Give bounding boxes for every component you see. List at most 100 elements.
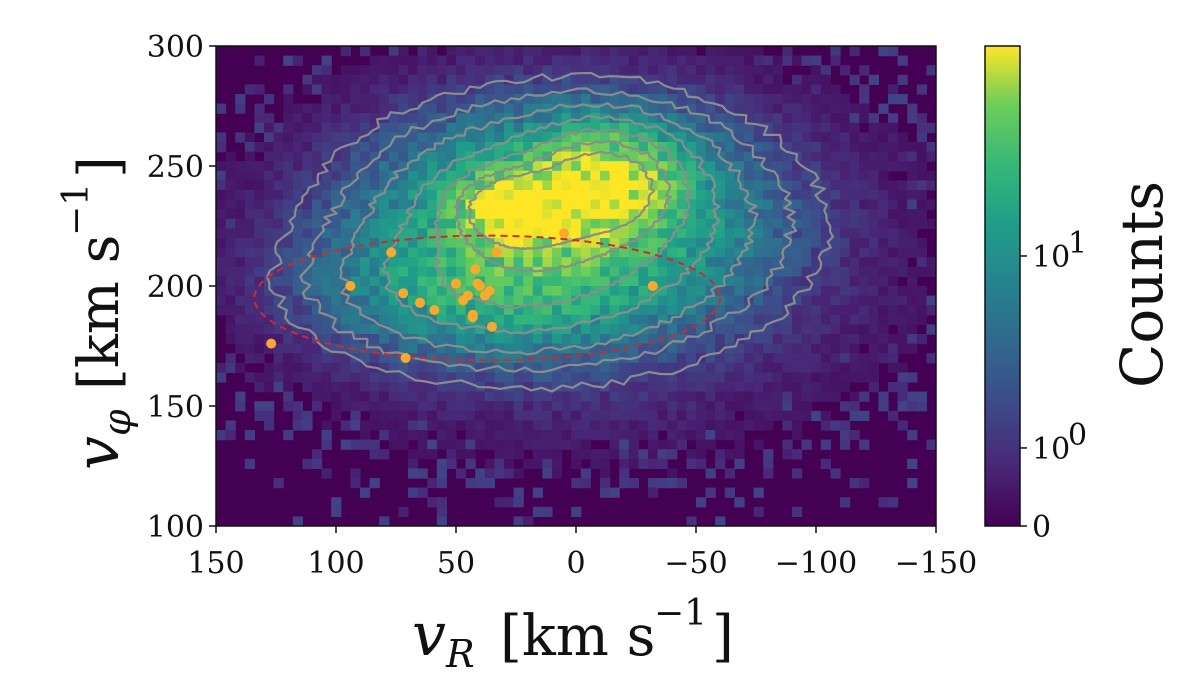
heatmap-cell	[897, 314, 908, 325]
heatmap-cell	[782, 295, 793, 306]
heatmap-cell	[523, 286, 534, 297]
heatmap-cell	[436, 506, 447, 517]
heatmap-cell	[580, 257, 591, 268]
heatmap-cell	[811, 228, 822, 239]
heatmap-cell	[878, 103, 889, 114]
heatmap-cell	[456, 420, 467, 431]
heatmap-cell	[292, 190, 303, 201]
heatmap-cell	[264, 295, 275, 306]
heatmap-cell	[542, 161, 553, 172]
heatmap-cell	[264, 161, 275, 172]
heatmap-cell	[504, 238, 515, 249]
heatmap-cell	[350, 74, 361, 85]
heatmap-cell	[532, 84, 543, 95]
heatmap-cell	[264, 247, 275, 258]
heatmap-cell	[705, 199, 716, 210]
star-point	[398, 288, 409, 299]
heatmap-cell	[312, 247, 323, 258]
heatmap-cell	[225, 199, 236, 210]
heatmap-cell	[235, 401, 246, 412]
heatmap-cell	[782, 382, 793, 393]
heatmap-cell	[436, 266, 447, 277]
heatmap-cell	[840, 199, 851, 210]
heatmap-cell	[782, 449, 793, 460]
heatmap-cell	[542, 410, 553, 421]
heatmap-cell	[504, 305, 515, 316]
heatmap-cell	[830, 314, 841, 325]
heatmap-cell	[628, 113, 639, 124]
heatmap-cell	[542, 190, 553, 201]
heatmap-cell	[580, 430, 591, 441]
heatmap-cell	[340, 362, 351, 373]
heatmap-cell	[897, 391, 908, 402]
heatmap-cell	[475, 65, 486, 76]
heatmap-cell	[916, 401, 927, 412]
heatmap-cell	[388, 430, 399, 441]
heatmap-cell	[264, 305, 275, 316]
heatmap-cell	[648, 314, 659, 325]
heatmap-cell	[763, 382, 774, 393]
heatmap-cell	[628, 161, 639, 172]
heatmap-cell	[571, 506, 582, 517]
heatmap-cell	[686, 113, 697, 124]
heatmap-cell	[628, 286, 639, 297]
heatmap-cell	[619, 410, 630, 421]
heatmap-cell	[273, 122, 284, 133]
heatmap-cell	[609, 247, 620, 258]
heatmap-cell	[734, 190, 745, 201]
heatmap-cell	[878, 276, 889, 287]
heatmap-cell	[427, 161, 438, 172]
heatmap-cell	[235, 218, 246, 229]
heatmap-cell	[830, 84, 841, 95]
heatmap-cell	[782, 314, 793, 325]
heatmap-cell	[456, 257, 467, 268]
heatmap-cell	[628, 439, 639, 450]
heatmap-cell	[830, 420, 841, 431]
heatmap-cell	[225, 286, 236, 297]
heatmap-cell	[916, 161, 927, 172]
heatmap-cell	[254, 122, 265, 133]
heatmap-cell	[408, 449, 419, 460]
heatmap-cell	[340, 161, 351, 172]
heatmap-cell	[907, 324, 918, 335]
heatmap-cell	[897, 94, 908, 105]
heatmap-cell	[273, 286, 284, 297]
heatmap-cell	[792, 218, 803, 229]
heatmap-cell	[427, 151, 438, 162]
heatmap-cell	[676, 94, 687, 105]
heatmap-cell	[417, 276, 428, 287]
heatmap-cell	[590, 247, 601, 258]
x-tick-label: −50	[664, 546, 727, 581]
heatmap-cell	[811, 391, 822, 402]
heatmap-cell	[792, 94, 803, 105]
heatmap-cell	[600, 170, 611, 181]
heatmap-cell	[446, 439, 457, 450]
heatmap-cell	[264, 180, 275, 191]
heatmap-cell	[552, 286, 563, 297]
heatmap-cell	[561, 410, 572, 421]
heatmap-cell	[811, 94, 822, 105]
heatmap-cell	[753, 228, 764, 239]
heatmap-cell	[388, 276, 399, 287]
heatmap-cell	[475, 218, 486, 229]
heatmap-cell	[561, 420, 572, 431]
heatmap-cell	[744, 247, 755, 258]
heatmap-cell	[715, 343, 726, 354]
heatmap-cell	[292, 295, 303, 306]
heatmap-cell	[379, 94, 390, 105]
heatmap-cell	[321, 113, 332, 124]
heatmap-cell	[235, 199, 246, 210]
heatmap-cell	[648, 305, 659, 316]
heatmap-cell	[734, 372, 745, 383]
heatmap-cell	[840, 324, 851, 335]
heatmap-cell	[580, 420, 591, 431]
heatmap-cell	[254, 410, 265, 421]
heatmap-cell	[475, 324, 486, 335]
heatmap-cell	[667, 170, 678, 181]
heatmap-cell	[484, 46, 495, 57]
heatmap-cell	[465, 113, 476, 124]
heatmap-cell	[264, 209, 275, 220]
heatmap-cell	[369, 103, 380, 114]
heatmap-cell	[571, 276, 582, 287]
